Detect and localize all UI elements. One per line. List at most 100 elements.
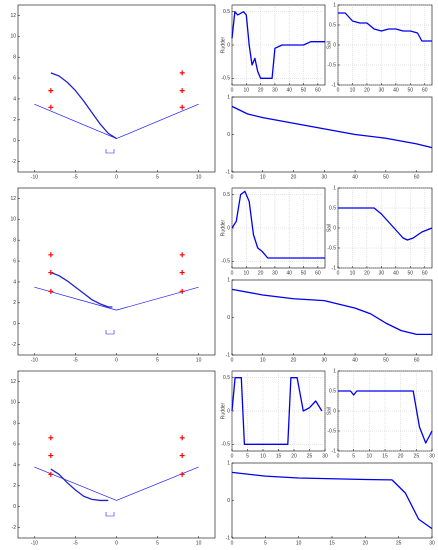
- y-tick-label: 1: [333, 368, 336, 374]
- target-marker: [48, 270, 54, 276]
- y-tick-label: 1: [333, 2, 336, 8]
- x-tick-label: 20: [364, 270, 370, 276]
- target-marker: [48, 435, 54, 441]
- x-tick-label: 10: [350, 87, 356, 93]
- x-tick-label: 30: [272, 270, 278, 276]
- x-tick-label: 0: [115, 357, 118, 363]
- data-line: [338, 12, 432, 42]
- plot-frame: [17, 187, 216, 356]
- x-tick-label: 10: [196, 174, 202, 180]
- x-tick-label: 30: [322, 453, 328, 459]
- y-tick-label: 12: [10, 13, 16, 19]
- x-tick-label: 50: [408, 87, 414, 93]
- y-tick-label: -2: [12, 159, 17, 165]
- y-axis-label: Sail: [326, 224, 332, 232]
- plot: 0 10 20 30 40 50 60-101: [226, 277, 433, 363]
- x-tick-label: 30: [322, 357, 328, 363]
- target-marker: [179, 270, 185, 276]
- x-tick-label: -5: [73, 174, 78, 180]
- target-marker: [179, 453, 185, 459]
- x-tick-label: 25: [414, 453, 420, 459]
- x-tick-label: 10: [196, 540, 202, 546]
- x-tick-label: 30: [429, 453, 435, 459]
- guide-line: [34, 466, 199, 501]
- y-tick-label: 4: [13, 462, 16, 468]
- y-tick-label: -2: [12, 342, 17, 348]
- target-marker: [48, 288, 54, 294]
- x-tick-label: 60: [414, 174, 420, 180]
- x-tick-label: 0: [337, 453, 340, 459]
- y-tick-label: 0.5: [223, 192, 230, 198]
- target-marker: [48, 104, 54, 110]
- target-marker: [179, 252, 185, 258]
- plot: 0 5 10 15 20 25 30 -1 -0.5 0 0.5 1 Sail: [326, 368, 435, 459]
- data-line: [231, 105, 433, 149]
- target-marker: [179, 70, 185, 76]
- x-tick-label: 5: [352, 453, 355, 459]
- y-tick-label: 4: [13, 279, 16, 285]
- x-tick-label: 20: [364, 87, 370, 93]
- y-tick-label: -0.5: [221, 442, 230, 448]
- y-tick-label: -1: [332, 82, 337, 88]
- y-tick-label: 0: [227, 408, 230, 414]
- x-tick-label: 50: [301, 87, 307, 93]
- x-tick-label: 60: [315, 87, 321, 93]
- y-tick-label: -1: [332, 448, 337, 454]
- y-tick-label: 6: [13, 75, 16, 81]
- x-tick-label: 0: [231, 540, 234, 546]
- x-tick-label: 0: [115, 540, 118, 546]
- x-tick-label: 30: [379, 270, 385, 276]
- data-line: [231, 11, 325, 79]
- y-tick-label: 8: [13, 421, 16, 427]
- x-tick-label: 50: [383, 357, 389, 363]
- y-axis-label: Rudder: [220, 402, 226, 419]
- y-tick-label: -0.5: [221, 259, 230, 265]
- x-tick-label: 20: [258, 87, 264, 93]
- x-tick-label: 40: [393, 270, 399, 276]
- y-tick-label: -0.5: [327, 428, 336, 434]
- y-tick-label: 1: [227, 94, 230, 100]
- plot: 0 10 20 30 40 50 60 -1 -0.5 0 0.5 1 Sail: [326, 2, 433, 93]
- x-tick-label: -10: [31, 357, 38, 363]
- x-tick-label: 10: [296, 540, 302, 546]
- x-tick-label: 20: [291, 174, 297, 180]
- x-tick-label: -5: [73, 357, 78, 363]
- x-tick-label: 15: [382, 453, 388, 459]
- x-tick-label: 40: [352, 174, 358, 180]
- x-tick-label: 0: [231, 87, 234, 93]
- x-tick-label: 10: [367, 453, 373, 459]
- y-tick-label: 0.5: [223, 375, 230, 381]
- y-tick-label: -1: [226, 169, 231, 175]
- y-tick-label: 2: [13, 483, 16, 489]
- y-tick-label: 0: [333, 408, 336, 414]
- data-line: [50, 271, 113, 308]
- target-marker: [48, 471, 54, 477]
- y-tick-label: -0.5: [327, 245, 336, 251]
- target-marker: [179, 435, 185, 441]
- data-line: [50, 72, 117, 140]
- x-tick-label: 5: [156, 174, 159, 180]
- y-tick-label: 0.5: [329, 388, 336, 394]
- x-tick-label: 30: [322, 174, 328, 180]
- x-tick-label: 60: [414, 357, 420, 363]
- x-tick-label: 5: [264, 540, 267, 546]
- data-line: [231, 190, 325, 259]
- x-tick-label: 10: [260, 357, 266, 363]
- data-line: [50, 468, 109, 502]
- x-tick-label: 25: [396, 540, 402, 546]
- x-tick-label: 0: [231, 357, 234, 363]
- y-axis-label: Sail: [326, 41, 332, 49]
- y-tick-label: 10: [10, 400, 16, 406]
- target-marker: [179, 104, 185, 110]
- x-tick-label: 50: [301, 270, 307, 276]
- x-tick-label: 10: [244, 87, 250, 93]
- y-tick-label: 0: [13, 138, 16, 144]
- x-tick-label: 25: [307, 453, 313, 459]
- y-tick-label: 0: [333, 225, 336, 231]
- y-tick-label: 0: [333, 42, 336, 48]
- x-tick-label: 0: [231, 270, 234, 276]
- data-line: [338, 390, 433, 444]
- x-tick-label: 40: [393, 87, 399, 93]
- y-tick-label: 0: [13, 504, 16, 510]
- y-tick-label: 0: [227, 42, 230, 48]
